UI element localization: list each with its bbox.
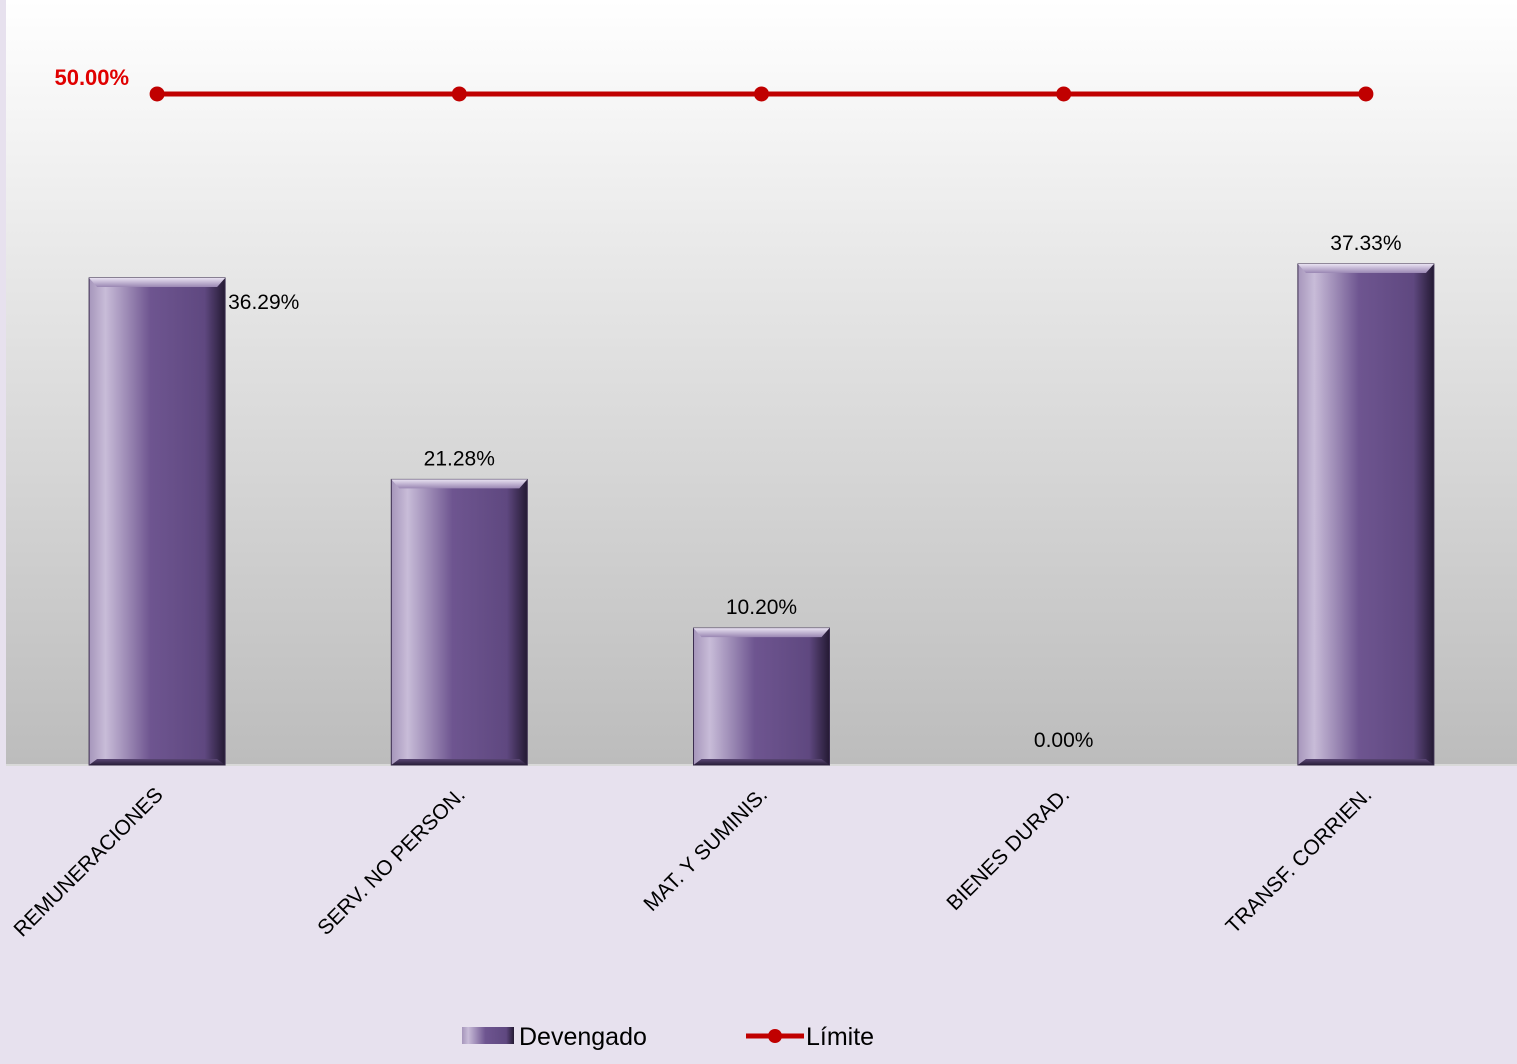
tick-label-transf-corrien: TRANSF. CORRIEN. bbox=[1222, 783, 1377, 938]
bar-transf-corrien bbox=[1297, 263, 1435, 766]
bar-bevel-top bbox=[1297, 263, 1434, 273]
data-label-serv-no-person: 21.28% bbox=[424, 447, 495, 470]
tick-label-mat-y-suminis: MAT. Y SUMINIS. bbox=[639, 783, 772, 916]
bar-bevel-bottom bbox=[391, 759, 528, 765]
bar-bevel-bottom bbox=[1297, 759, 1434, 765]
tick-label-serv-no-person: SERV. NO PERSON. bbox=[313, 783, 470, 940]
bar-mat-y-suminis bbox=[693, 627, 830, 766]
tick-label-bienes-durad: BIENES DURAD. bbox=[942, 783, 1074, 915]
limit-marker bbox=[1358, 86, 1374, 102]
limit-marker bbox=[1056, 86, 1072, 102]
category-tick-labels: REMUNERACIONES SERV. NO PERSON. MAT. Y SUM… bbox=[9, 783, 1376, 941]
bar-bevel-top bbox=[391, 479, 528, 489]
bar-bevel-top bbox=[89, 277, 226, 287]
data-label-remuneraciones: 36.29% bbox=[228, 291, 299, 314]
bar-remuneraciones bbox=[88, 277, 226, 766]
bar-bevel-bottom bbox=[693, 759, 830, 765]
legend-item-devengado: Devengado bbox=[462, 1023, 647, 1051]
limit-marker bbox=[149, 86, 165, 102]
bar-body bbox=[693, 627, 830, 766]
limit-marker bbox=[451, 86, 467, 102]
data-labels-layer: 36.29% 21.28% 10.20% 0.00% 37.33% bbox=[228, 232, 1401, 752]
bar-bevel-top bbox=[693, 628, 830, 638]
limit-marker bbox=[754, 86, 769, 102]
tick-label-remuneraciones: REMUNERACIONES bbox=[9, 783, 167, 941]
bar-body bbox=[390, 478, 528, 766]
bar-bevel-bottom bbox=[89, 759, 226, 765]
legend-item-limite: Límite bbox=[746, 1023, 874, 1051]
legend-swatch-devengado bbox=[462, 1027, 514, 1044]
data-label-bienes-durad: 0.00% bbox=[1034, 729, 1094, 752]
bar-serv-no-person bbox=[390, 478, 528, 766]
legend-label-devengado: Devengado bbox=[519, 1023, 647, 1051]
data-label-mat-y-suminis: 10.20% bbox=[726, 596, 797, 619]
bar-body bbox=[1297, 263, 1435, 766]
limit-line-layer: 50.00% bbox=[54, 65, 1374, 102]
legend-label-limite: Límite bbox=[806, 1023, 874, 1051]
data-label-transf-corrien: 37.33% bbox=[1330, 232, 1401, 255]
limit-data-label: 50.00% bbox=[54, 65, 129, 90]
bar-body bbox=[88, 277, 226, 766]
legend: Devengado Límite bbox=[462, 1023, 874, 1051]
legend-marker-limite bbox=[768, 1029, 782, 1043]
bars-layer bbox=[88, 263, 1435, 766]
